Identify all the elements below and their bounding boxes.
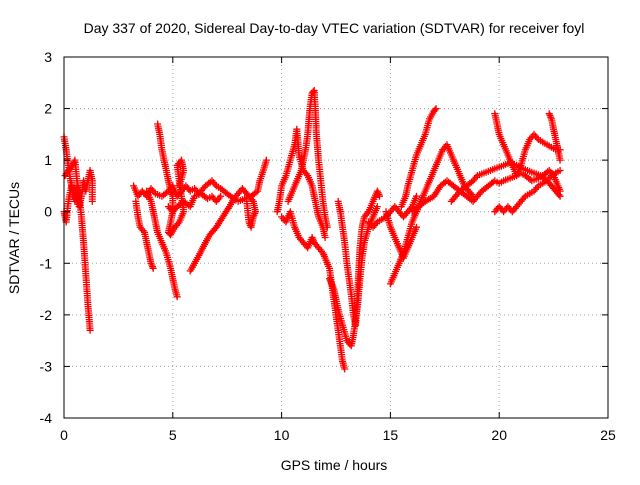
data-point	[309, 88, 317, 96]
data-point	[217, 192, 225, 200]
data-point	[149, 264, 157, 272]
data-point	[556, 192, 564, 200]
data-series	[60, 87, 564, 373]
data-point	[555, 191, 563, 199]
series-track-18	[397, 105, 440, 211]
series-track-8	[186, 185, 259, 275]
x-tick-label: 5	[169, 427, 177, 443]
series-track-12	[278, 208, 349, 373]
y-tick-label: -1	[40, 255, 53, 271]
y-tick-label: 1	[44, 152, 52, 168]
x-tick-label: 0	[60, 427, 68, 443]
series-track-9	[164, 190, 225, 216]
x-tick-label: 15	[383, 427, 399, 443]
series-track-22	[491, 167, 564, 216]
data-point	[468, 178, 475, 186]
series-track-5	[132, 197, 157, 272]
y-tick-label: -4	[40, 410, 53, 426]
series-track-11	[284, 87, 331, 231]
data-point	[175, 182, 183, 190]
y-tick-label: 0	[44, 204, 52, 220]
y-tick-label: 2	[44, 101, 52, 117]
tick-labels: 0 5 10 15 20 25 -4 -3 -2 -1 0 1 2 3	[40, 49, 616, 443]
y-axis-label: SDTVAR / TECUs	[6, 182, 22, 294]
data-point	[431, 106, 439, 114]
series-track-6	[143, 187, 181, 301]
series-track-23	[545, 110, 564, 164]
series-track-7	[154, 120, 188, 239]
data-point	[413, 192, 420, 200]
data-point	[376, 192, 383, 200]
data-point	[148, 261, 156, 269]
series-track-16	[382, 208, 420, 262]
data-point	[556, 167, 564, 174]
series-track-10	[273, 125, 329, 241]
series-track-14	[334, 187, 383, 329]
axis-ticks	[63, 56, 609, 419]
x-tick-label: 10	[274, 427, 290, 443]
x-tick-label: 20	[491, 427, 507, 443]
data-point	[323, 223, 331, 231]
series-track-21	[491, 110, 564, 180]
data-point	[432, 105, 440, 113]
x-tick-label: 25	[600, 427, 616, 443]
x-axis-label: GPS time / hours	[281, 457, 388, 473]
data-point	[88, 197, 96, 205]
data-point	[86, 326, 94, 334]
plot-frame	[63, 56, 609, 419]
chart-title: Day 337 of 2020, Sidereal Day-to-day VTE…	[84, 20, 585, 36]
y-tick-label: 3	[44, 49, 52, 65]
data-point	[373, 203, 381, 211]
y-tick-label: -3	[40, 358, 53, 374]
data-point	[413, 223, 420, 231]
data-point	[321, 234, 329, 241]
data-point	[173, 293, 181, 301]
data-point	[262, 156, 270, 164]
data-point	[341, 365, 349, 373]
data-point	[243, 197, 251, 205]
y-tick-label: -2	[40, 307, 53, 323]
data-point	[556, 156, 564, 164]
